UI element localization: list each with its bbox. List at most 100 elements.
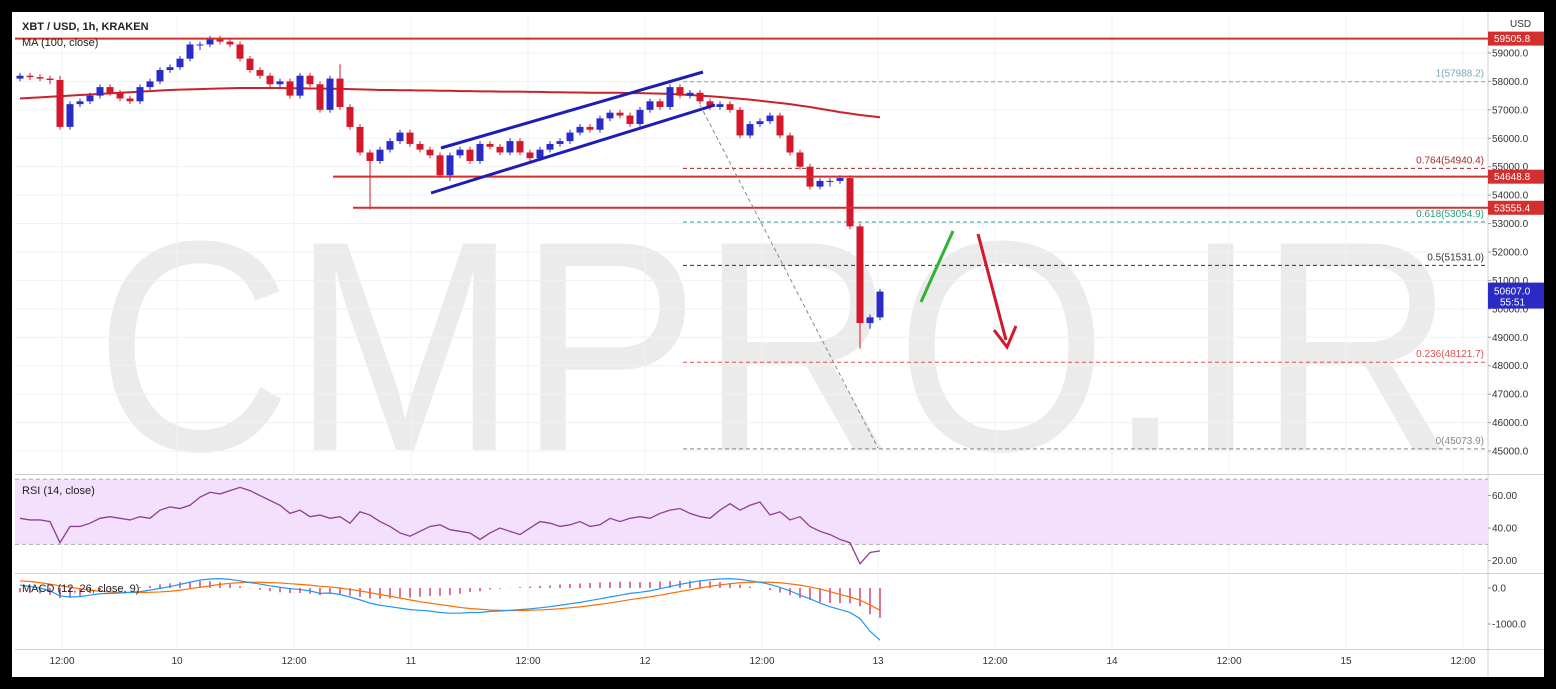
y-tick-label: 46000.0: [1492, 418, 1529, 429]
fib-label: 0.236(48121.7): [1416, 349, 1484, 360]
candle-body: [446, 155, 454, 176]
level-tag: [1488, 31, 1544, 46]
candle-body: [836, 178, 844, 181]
x-tick-label: 12:00: [1216, 656, 1241, 667]
candle-body: [766, 115, 774, 122]
candle-body: [746, 124, 754, 136]
candle-body: [506, 141, 514, 153]
candle-body: [686, 92, 694, 96]
candle-body: [636, 109, 644, 125]
candle-body: [736, 109, 744, 136]
fib-label: 0.5(51531.0): [1427, 252, 1484, 263]
candle-body: [226, 41, 234, 45]
candle-body: [276, 81, 284, 85]
candle-body: [266, 75, 274, 85]
level-tag-label: 59505.8: [1494, 34, 1531, 45]
candle-body: [56, 79, 64, 127]
candle-body: [426, 149, 434, 156]
y-tick-label: 49000.0: [1492, 333, 1529, 344]
candle-body: [816, 180, 824, 187]
red-arrow-head: [992, 325, 1018, 350]
candle-body: [516, 141, 524, 153]
y-tick-label: 47000.0: [1492, 390, 1529, 401]
candle-body: [206, 38, 214, 45]
candle-body: [286, 81, 294, 96]
candle-body: [386, 141, 394, 150]
fib-trend-line: [699, 104, 879, 449]
candle-body: [486, 143, 494, 147]
candle-body: [566, 132, 574, 142]
fib-label: 0.618(53054.9): [1416, 209, 1484, 220]
y-tick-label: 56000.0: [1492, 134, 1529, 145]
candle-body: [786, 135, 794, 153]
fib-label: 0(45073.9): [1436, 436, 1484, 447]
candle-body: [256, 70, 264, 76]
level-tag: [1488, 169, 1544, 184]
y-tick-label: 53000.0: [1492, 219, 1529, 230]
x-tick-label: 12:00: [982, 656, 1007, 667]
candle-body: [326, 78, 334, 110]
candle-body: [546, 143, 554, 150]
y-tick-label: 45000.0: [1492, 446, 1529, 457]
candle-body: [476, 143, 484, 162]
x-tick-label: 12:00: [1450, 656, 1475, 667]
candle-body: [596, 118, 604, 130]
level-tag-label: 53555.4: [1494, 203, 1531, 214]
candle-body: [396, 132, 404, 142]
countdown-label: 55:51: [1500, 298, 1525, 309]
last-price-tag: [1488, 282, 1544, 309]
candle-body: [646, 101, 654, 110]
candle-body: [866, 317, 874, 324]
candle-body: [316, 84, 324, 110]
y-tick-label: 57000.0: [1492, 105, 1529, 116]
candle-body: [586, 126, 594, 130]
drawings: [430, 70, 1018, 449]
candle-body: [726, 104, 734, 110]
candle-body: [196, 44, 204, 46]
candle-body: [16, 75, 24, 79]
fib-label: 1(57988.2): [1436, 69, 1484, 80]
y-tick-label: 59000.0: [1492, 48, 1529, 59]
level-tag-label: 54648.8: [1494, 172, 1531, 183]
candle-body: [456, 149, 464, 156]
channel-upper: [440, 70, 704, 150]
candle-body: [166, 67, 174, 71]
candle-body: [716, 104, 724, 107]
last-price-label: 50607.0: [1494, 287, 1531, 298]
candle-body: [796, 152, 804, 167]
x-tick-label: 12:00: [749, 656, 774, 667]
candle-body: [26, 75, 34, 78]
rsi-line: [19, 486, 881, 566]
candle-body: [236, 44, 244, 59]
candle-body: [176, 58, 184, 68]
candle-body: [66, 104, 74, 127]
candle-body: [826, 180, 834, 182]
candle-body: [76, 101, 84, 105]
x-tick-label: 14: [1106, 656, 1118, 667]
candle-body: [556, 141, 564, 144]
signal-line: [19, 580, 881, 612]
candle-body: [526, 152, 534, 159]
red-arrow: [976, 233, 1008, 341]
candle-body: [106, 87, 114, 93]
candle-body: [46, 78, 54, 80]
x-tick-label: 12:00: [281, 656, 306, 667]
candle-body: [856, 226, 864, 324]
candle-body: [366, 152, 374, 162]
candle-body: [776, 115, 784, 136]
candle-body: [536, 149, 544, 159]
y-tick-label: 55000.0: [1492, 162, 1529, 173]
level-tag: [1488, 200, 1544, 215]
macd-line: [19, 578, 881, 641]
macd-title: MACD (12, 26, close, 9): [22, 583, 139, 595]
data-layer: 12:00 10 12:00 11 12:00 12 12:00 13 12:00 14 12:00…: [15, 31, 1544, 667]
currency-label: USD: [1510, 19, 1531, 30]
y-tick-label: 58000.0: [1492, 77, 1529, 88]
y-tick-label: 50000.0: [1492, 304, 1529, 315]
candle-body: [36, 77, 44, 79]
candle-body: [666, 87, 674, 107]
candle-body: [696, 92, 704, 102]
candle-body: [246, 58, 254, 71]
